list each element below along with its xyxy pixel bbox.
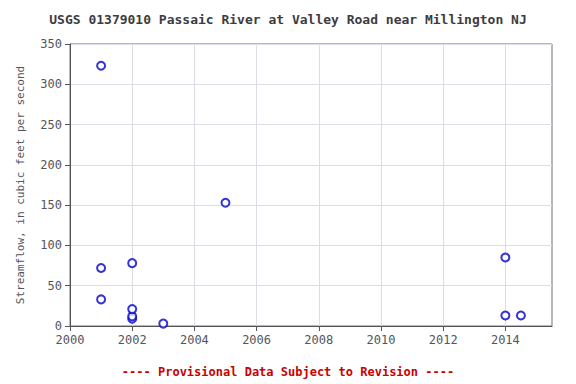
svg-text:Streamflow, in cubic feet per: Streamflow, in cubic feet per second: [14, 66, 27, 304]
svg-text:150: 150: [40, 198, 62, 212]
svg-text:USGS 01379010 Passaic River at: USGS 01379010 Passaic River at Valley Ro…: [49, 12, 526, 27]
svg-text:50: 50: [48, 279, 62, 293]
svg-text:2008: 2008: [304, 333, 333, 347]
svg-text:---- Provisional Data Subject: ---- Provisional Data Subject to Revisio…: [122, 365, 454, 379]
svg-text:2012: 2012: [429, 333, 458, 347]
svg-text:2010: 2010: [367, 333, 396, 347]
svg-text:2004: 2004: [180, 333, 209, 347]
svg-text:100: 100: [40, 238, 62, 252]
svg-text:2006: 2006: [242, 333, 271, 347]
svg-text:2014: 2014: [491, 333, 520, 347]
svg-text:350: 350: [40, 37, 62, 51]
svg-text:200: 200: [40, 158, 62, 172]
svg-text:2002: 2002: [118, 333, 147, 347]
svg-text:250: 250: [40, 118, 62, 132]
svg-text:0: 0: [55, 319, 62, 333]
svg-text:300: 300: [40, 77, 62, 91]
svg-text:2000: 2000: [56, 333, 85, 347]
